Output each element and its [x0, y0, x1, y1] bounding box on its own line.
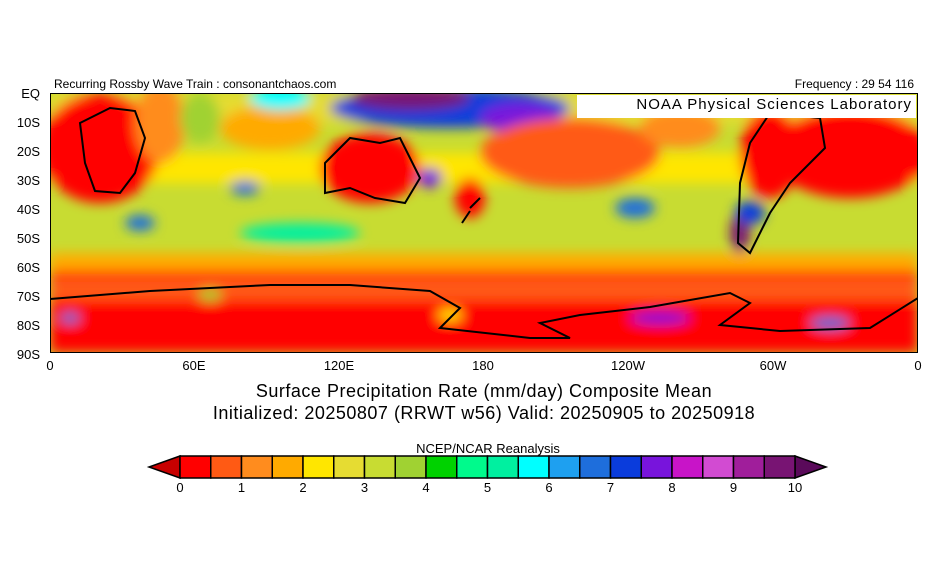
colorbar-tick-label: 8 [668, 480, 676, 495]
colorbar-swatch [486, 455, 519, 479]
title-line-1: Surface Precipitation Rate (mm/day) Comp… [255, 381, 713, 401]
colorbar-swatch [363, 455, 396, 479]
colorbar-tick-label: 6 [545, 480, 553, 495]
colorbar-swatch [394, 455, 427, 479]
colorbar-swatch [179, 455, 212, 479]
colorbar-tick-label: 3 [360, 480, 369, 495]
lat-label: 70S [16, 289, 40, 304]
colorbar-swatch [240, 455, 273, 479]
colorbar-tick-label: 5 [483, 480, 492, 495]
south-america-outline [736, 111, 827, 255]
colorbar-swatch [302, 455, 335, 479]
colorbar-tick-label: 7 [606, 480, 615, 495]
colorbar-swatch [271, 455, 304, 479]
colorbar-swatch [548, 455, 581, 479]
colorbar-swatch [671, 455, 704, 479]
colorbar-swatch [517, 455, 550, 479]
africa-outline [78, 106, 147, 195]
lon-label: 60E [182, 358, 206, 373]
colorbar-tick-label: 1 [237, 480, 246, 495]
lon-label: 120W [611, 358, 645, 373]
lat-label: 10S [16, 115, 40, 130]
lon-label: 60W [759, 358, 787, 373]
colorbar-over-triangle [794, 455, 829, 479]
colorbar-tick-label: 10 [787, 480, 803, 495]
lat-label: 50S [16, 231, 40, 246]
colorbar-tick-label: 0 [176, 480, 184, 495]
australia-outline [324, 136, 422, 205]
colorbar-swatch [640, 455, 673, 479]
lat-label: 80S [16, 318, 40, 333]
new-zealand-outline [461, 197, 481, 224]
colorbar-swatch [579, 455, 612, 479]
lon-label: 120E [323, 358, 355, 373]
lat-label: EQ [21, 86, 40, 101]
colorbar-swatch [333, 455, 366, 479]
lon-label: 0 [46, 358, 54, 373]
lat-label: 90S [16, 347, 40, 362]
data-source-label: NCEP/NCAR Reanalysis [416, 441, 560, 456]
lat-label: 20S [16, 144, 40, 159]
colorbar-swatch [732, 455, 765, 479]
precipitation-map [50, 93, 918, 353]
colorbar-swatch [210, 455, 243, 479]
coastlines [50, 106, 918, 339]
colorbar-swatch [609, 455, 642, 479]
colorbar-swatch [763, 455, 796, 479]
noaa-badge: NOAA Physical Sciences Laboratory [577, 95, 916, 118]
colorbar [146, 455, 829, 479]
lon-label: 180 [472, 358, 494, 373]
colorbar-tick-label: 4 [422, 480, 430, 495]
header-right-text: Frequency : 29 54 116 [794, 77, 914, 91]
colorbar-tick-label: 9 [729, 480, 738, 495]
lat-label: 40S [16, 202, 40, 217]
lat-label: 60S [16, 260, 40, 275]
colorbar-swatch [702, 455, 735, 479]
colorbar-tick-label: 2 [299, 480, 307, 495]
antarctica-outline [50, 284, 918, 339]
title-line-2: Initialized: 20250807 (RRWT w56) Valid: … [212, 403, 756, 423]
lat-label: 30S [16, 173, 40, 188]
lon-label: 0 [914, 358, 922, 373]
colorbar-swatch [456, 455, 489, 479]
colorbar-swatch [425, 455, 458, 479]
colorbar-under-triangle [146, 455, 181, 479]
header-left-text: Recurring Rossby Wave Train : consonantc… [54, 77, 337, 91]
